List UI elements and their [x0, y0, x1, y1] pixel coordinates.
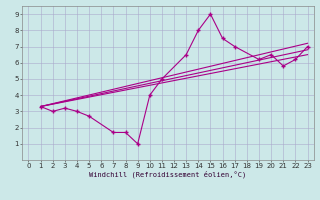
X-axis label: Windchill (Refroidissement éolien,°C): Windchill (Refroidissement éolien,°C) [89, 171, 247, 178]
